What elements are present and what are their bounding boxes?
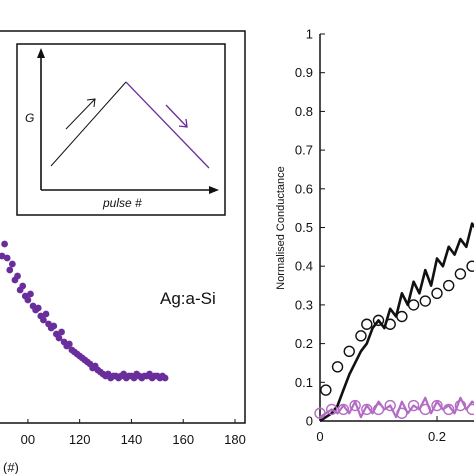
right-y-tick-label: 0 — [306, 414, 313, 429]
left-x-tick-label: 140 — [121, 432, 143, 447]
inset-rise-line — [50, 81, 127, 167]
left-data-points — [0, 240, 169, 382]
right-y-tick-label: 0.5 — [295, 220, 313, 235]
left-data-point — [50, 322, 58, 330]
left-x-tick-label: 160 — [172, 432, 194, 447]
right-series-marker — [396, 310, 408, 323]
right-series-marker — [431, 399, 443, 412]
right-series-marker — [320, 384, 332, 396]
right-series-marker — [361, 403, 373, 416]
right-chart: 0 0.1 0.2 0.3 0.4 0.5 0.6 0.7 0.8 0.9 1 0 0.2 Normal… — [275, 27, 474, 445]
inset-frame — [16, 43, 226, 216]
right-y-tick-label: 0.3 — [295, 297, 313, 312]
right-series-marker — [466, 260, 474, 272]
right-y-tick-label: 0.7 — [295, 143, 313, 158]
inset-y-arrow-icon — [37, 48, 45, 58]
right-y-tick-label: 0.4 — [295, 259, 313, 274]
left-data-point — [6, 266, 14, 274]
right-series-marker — [372, 314, 385, 327]
right-series-marker — [331, 361, 344, 373]
right-series-marker — [419, 403, 431, 416]
sample-label: Ag:a-Si — [160, 289, 216, 308]
inset-x-arrow-icon — [209, 186, 219, 194]
right-series-marker — [407, 299, 420, 311]
left-data-point — [14, 272, 21, 280]
right-series-marker — [384, 399, 396, 412]
right-data-series — [314, 222, 474, 423]
left-data-point — [34, 304, 42, 312]
right-y-tick-label: 0.9 — [295, 65, 313, 80]
left-data-point — [161, 374, 169, 382]
left-data-point — [24, 296, 32, 304]
inset-fall-line — [125, 81, 210, 169]
left-data-point — [65, 340, 73, 348]
right-series-marker — [337, 403, 350, 416]
left-data-point — [8, 260, 16, 268]
right-series-line — [319, 222, 474, 423]
right-series-marker — [466, 403, 474, 416]
right-series-marker — [443, 279, 455, 292]
left-chart-frame — [0, 30, 246, 424]
right-series-marker — [355, 330, 367, 342]
left-chart: 00 120 140 160 180 Ag:a-Si (#) G pulse # — [0, 30, 246, 474]
right-series-marker — [454, 268, 467, 280]
left-x-tick-label: 180 — [224, 432, 246, 447]
inset-diagram: G pulse # — [16, 43, 226, 216]
right-series-marker — [326, 403, 338, 416]
right-series-marker — [443, 403, 455, 416]
right-series-line — [319, 396, 474, 419]
right-series-marker — [396, 407, 408, 419]
right-series-marker — [454, 399, 467, 412]
right-x-tick-label: 0 — [316, 429, 323, 444]
left-x-tick-label: 00 — [21, 432, 35, 447]
inset-x-label: pulse # — [102, 196, 142, 210]
inset-y-label: G — [25, 111, 34, 125]
left-data-point — [27, 290, 34, 298]
right-series-marker — [343, 345, 355, 358]
left-data-point — [55, 334, 63, 342]
right-series-marker — [407, 399, 420, 412]
right-series-marker — [419, 295, 431, 307]
right-y-axis-label: Normalised Conductance — [275, 166, 287, 290]
left-data-point — [19, 282, 27, 290]
right-y-tick-label: 0.1 — [295, 375, 313, 390]
left-data-point — [3, 254, 11, 262]
left-x-axis: 00 120 140 160 180 — [21, 419, 246, 447]
right-y-tick-label: 1 — [306, 27, 313, 42]
inset-up-arrow-icon — [65, 98, 96, 130]
left-x-tick-label: 120 — [69, 432, 91, 447]
left-data-point — [40, 316, 47, 324]
right-series-marker — [372, 403, 385, 416]
inset-down-arrow-icon — [165, 104, 188, 128]
left-data-point — [58, 328, 65, 336]
right-y-tick-label: 0.6 — [295, 181, 313, 196]
right-y-tick-label: 0.2 — [295, 336, 313, 351]
left-x-axis-label: (#) — [3, 460, 19, 474]
right-series-marker — [314, 407, 326, 419]
right-series-marker — [384, 318, 396, 330]
left-data-point — [42, 310, 50, 318]
right-series-marker — [431, 287, 443, 299]
right-x-tick-label: 0.2 — [428, 429, 446, 444]
right-series-marker — [349, 399, 361, 412]
right-series-marker — [361, 318, 373, 330]
left-data-point — [1, 240, 8, 248]
right-ticks: 0 0.1 0.2 0.3 0.4 0.5 0.6 0.7 0.8 0.9 1 0 0.2 — [295, 27, 446, 445]
right-y-tick-label: 0.8 — [295, 104, 313, 119]
